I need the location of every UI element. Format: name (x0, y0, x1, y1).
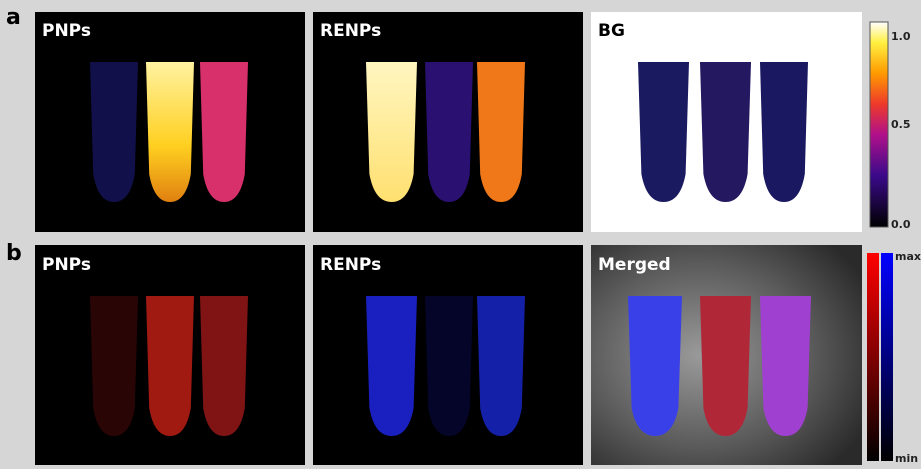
figure: a PNPs RENPs BG 1.0 0.5 0.0 b PNPs RENPs… (0, 0, 921, 469)
tube (425, 296, 473, 436)
colorbar-tick: 0.5 (891, 118, 911, 131)
tube (760, 296, 811, 436)
tube (146, 296, 194, 436)
colorbar-tick: 0.0 (891, 218, 911, 231)
tube (628, 296, 682, 436)
panel-title: BG (598, 21, 625, 41)
tube (700, 296, 751, 436)
tube (200, 296, 248, 436)
tube (366, 62, 417, 202)
tube (146, 62, 194, 202)
colorbar (881, 253, 893, 461)
row-label: b (6, 241, 22, 266)
tube (90, 296, 138, 436)
panel-title: Merged (598, 255, 671, 275)
colorbar-tick: max (895, 250, 921, 263)
panel-title: RENPs (320, 21, 381, 41)
tube (366, 296, 417, 436)
tube (90, 62, 138, 202)
tube (200, 62, 248, 202)
colorbar (867, 253, 879, 461)
panel-title: PNPs (42, 255, 91, 275)
tube (425, 62, 473, 202)
colorbar-tick: min (895, 452, 918, 465)
panel-title: PNPs (42, 21, 91, 41)
tube (700, 62, 751, 202)
tube (477, 62, 525, 202)
tube (638, 62, 689, 202)
panel-title: RENPs (320, 255, 381, 275)
colorbar-tick: 1.0 (891, 30, 911, 43)
row-label: a (6, 5, 21, 30)
tube (477, 296, 525, 436)
colorbar (870, 22, 888, 227)
tube (760, 62, 808, 202)
